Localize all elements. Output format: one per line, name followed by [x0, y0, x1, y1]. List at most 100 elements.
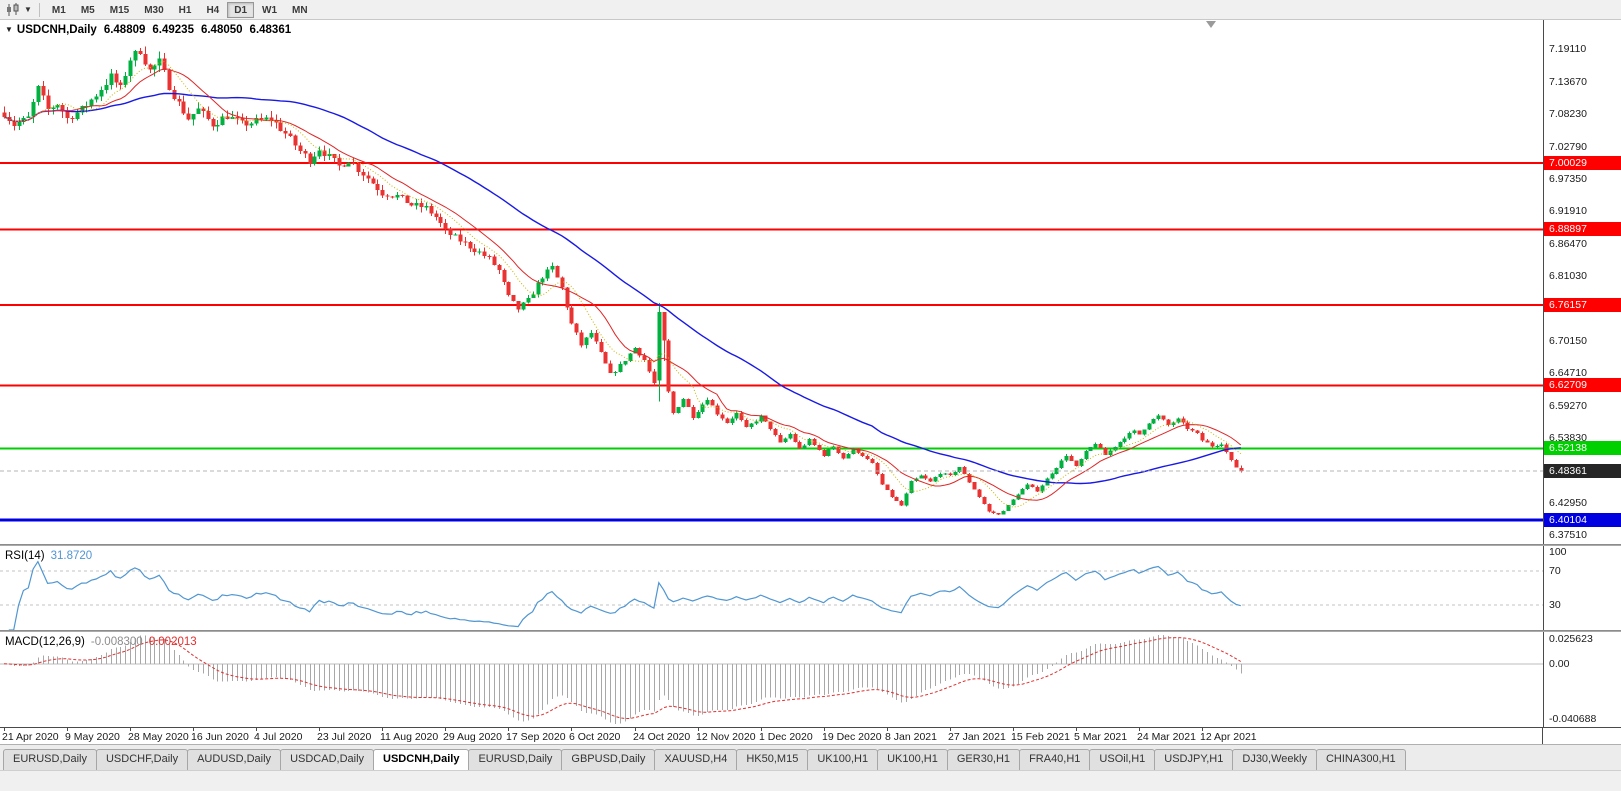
chart-symbol-period: USDCNH,Daily [16, 24, 97, 36]
panel-splitter-macd[interactable] [0, 630, 1621, 632]
timeframe-button-m15[interactable]: M15 [109, 4, 130, 16]
scale-separator-line [1542, 728, 1543, 744]
date-tick [445, 728, 446, 731]
level-price-tag: 6.62709 [1544, 378, 1621, 393]
chart-tab-gbpusd-daily[interactable]: GBPUSD,Daily [561, 749, 656, 770]
date-axis-label: 28 May 2020 [128, 731, 189, 743]
chart-tab-eurusd-daily[interactable]: EURUSD,Daily [3, 749, 97, 770]
chart-tab-usdchf-daily[interactable]: USDCHF,Daily [95, 749, 189, 770]
chart-tab-ger30-h1[interactable]: GER30,H1 [946, 749, 1021, 770]
timeframe-button-mn[interactable]: MN [292, 4, 308, 16]
chart-tab-china300-h1[interactable]: CHINA300,H1 [1315, 749, 1406, 770]
date-tick [67, 728, 68, 731]
date-axis-label: 17 Sep 2020 [506, 731, 566, 743]
chart-tab-fra40-h1[interactable]: FRA40,H1 [1019, 749, 1091, 770]
ohlc-open: 6.48809 [103, 24, 146, 36]
rsi-line [8, 560, 1241, 630]
ma-13-line [3, 68, 1242, 501]
date-tick [1076, 728, 1077, 731]
price-axis-label: 6.59270 [1549, 399, 1587, 412]
date-tick [571, 728, 572, 731]
level-price-tag: 6.88897 [1544, 222, 1621, 237]
chart-tab-uk100-h1[interactable]: UK100,H1 [877, 749, 948, 770]
candles-layer [2, 50, 1244, 515]
timeframe-button-m30[interactable]: M30 [144, 4, 164, 16]
price-scale[interactable]: 7.19110 7.13670 7.08230 7.02790 6.97350 6.919… [1543, 20, 1621, 544]
price-axis-label: 7.13670 [1549, 75, 1587, 88]
timeframe-buttons: M1 M5 M15 M30 H1 H4 D1 W1 MN [45, 1, 316, 18]
date-axis-label: 21 Apr 2020 [2, 731, 59, 743]
macd-signal-line [3, 637, 1242, 719]
chart-title: ▼ USDCNH,Daily 6.48809 6.49235 6.48050 6.4836… [5, 24, 291, 36]
chart-tab-eurusd-daily[interactable]: EURUSD,Daily [468, 749, 563, 770]
macd-axis-label: 0.00 [1549, 657, 1570, 670]
macd-signal-value: 0.002013 [148, 636, 197, 648]
date-axis-label: 16 Jun 2020 [191, 731, 249, 743]
date-axis-label: 12 Apr 2021 [1200, 731, 1257, 743]
price-axis-label: 6.91910 [1549, 205, 1587, 218]
collapse-triangle-icon[interactable]: ▼ [5, 25, 13, 34]
chart-tab-uk100-h1[interactable]: UK100,H1 [807, 749, 879, 770]
price-axis-label: 6.37510 [1549, 529, 1587, 542]
timeframe-button-d1[interactable]: D1 [227, 1, 255, 18]
price-axis-label: 6.81030 [1549, 270, 1587, 283]
timeframe-toolbar: ▼ M1 M5 M15 M30 H1 H4 D1 W1 MN [0, 0, 1621, 20]
macd-axis-label: 0.025623 [1549, 633, 1593, 645]
level-price-tag: 6.40104 [1544, 513, 1621, 527]
chart-tab-xauusd-h4[interactable]: XAUUSD,H4 [654, 749, 738, 770]
ohlc-close: 6.48361 [249, 24, 292, 36]
price-axis-label: 7.08230 [1549, 108, 1587, 121]
price-axis-label: 6.97350 [1549, 172, 1587, 185]
date-axis-label: 4 Jul 2020 [254, 731, 303, 743]
price-axis-label: 6.86470 [1549, 237, 1587, 250]
timeframe-button-m5[interactable]: M5 [80, 4, 95, 16]
panel-splitter-rsi[interactable] [0, 544, 1621, 546]
candlestick-chart-icon[interactable] [4, 2, 22, 18]
rsi-panel: 100 70 30 RSI(14) 31.8720 [0, 546, 1621, 630]
date-axis[interactable]: 21 Apr 2020 9 May 2020 28 May 2020 16 Jun 2… [0, 727, 1621, 744]
timeframe-button-m1[interactable]: M1 [51, 4, 66, 16]
chart-shift-marker[interactable] [1206, 21, 1216, 28]
date-tick [950, 728, 951, 731]
chart-tab-hk50-m15[interactable]: HK50,M15 [736, 749, 809, 770]
date-axis-label: 6 Oct 2020 [569, 731, 621, 743]
chart-tab-usdcad-daily[interactable]: USDCAD,Daily [280, 749, 375, 770]
rsi-scale[interactable]: 100 70 30 [1543, 546, 1621, 630]
date-axis-label: 19 Dec 2020 [822, 731, 882, 743]
rsi-label: RSI(14) 31.8720 [5, 550, 92, 562]
timeframe-button-w1[interactable]: W1 [262, 4, 278, 16]
macd-panel: 0.025623 0.00 -0.040688 MACD(12,26,9) -0.00… [0, 632, 1621, 727]
bull-candle-wicks [19, 50, 1222, 515]
rsi-axis-label: 100 [1549, 546, 1567, 558]
chart-dropdown-caret[interactable]: ▼ [24, 5, 32, 14]
price-axis-label: 7.02790 [1549, 140, 1587, 153]
price-axis-label: 6.64710 [1549, 367, 1587, 380]
date-axis-label: 23 Jul 2020 [317, 731, 372, 743]
main-chart-canvas[interactable] [0, 20, 1543, 544]
macd-label: MACD(12,26,9) -0.008300 0.002013 [5, 636, 197, 648]
chart-tabs-bar: EURUSD,Daily USDCHF,Daily AUDUSD,Daily USDC… [0, 744, 1621, 770]
macd-scale[interactable]: 0.025623 0.00 -0.040688 [1543, 632, 1621, 727]
chart-tab-usoil-h1[interactable]: USOil,H1 [1089, 749, 1156, 770]
rsi-name: RSI(14) [5, 550, 45, 562]
macd-canvas[interactable] [0, 632, 1543, 727]
timeframe-button-h4[interactable]: H4 [206, 4, 220, 16]
timeframe-button-h1[interactable]: H1 [178, 4, 192, 16]
macd-axis-label: -0.040688 [1549, 713, 1597, 725]
date-tick [193, 728, 194, 731]
date-axis-label: 27 Jan 2021 [948, 731, 1006, 743]
date-axis-label: 1 Dec 2020 [759, 731, 813, 743]
chart-tab-dj30-weekly[interactable]: DJ30,Weekly [1232, 749, 1317, 770]
price-axis-label: 6.53830 [1549, 432, 1587, 445]
rsi-axis-label: 70 [1549, 565, 1561, 578]
date-tick [4, 728, 5, 731]
date-axis-label: 15 Feb 2021 [1011, 731, 1070, 743]
date-tick [887, 728, 888, 731]
rsi-canvas[interactable] [0, 546, 1543, 630]
date-tick [1013, 728, 1014, 731]
chart-tab-usdjpy-h1[interactable]: USDJPY,H1 [1154, 749, 1234, 770]
chart-tab-usdcnh-daily[interactable]: USDCNH,Daily [373, 749, 470, 770]
ohlc-low: 6.48050 [200, 24, 243, 36]
date-tick [319, 728, 320, 731]
chart-tab-audusd-daily[interactable]: AUDUSD,Daily [187, 749, 282, 770]
